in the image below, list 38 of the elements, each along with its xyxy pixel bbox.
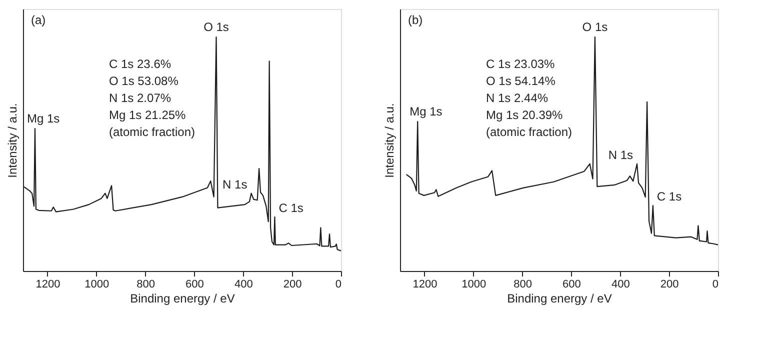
annotation: O 1s 54.14% <box>486 74 556 88</box>
annotation: O 1s <box>582 20 608 34</box>
y-axis-title: Intensity / a.u. <box>382 103 396 178</box>
annotation: Mg 1s <box>26 112 60 126</box>
x-axis-title: Binding energy / eV <box>130 292 235 306</box>
x-axis-title: Binding energy / eV <box>507 292 612 306</box>
x-tick-label: 600 <box>562 278 581 290</box>
x-tick-label: 1200 <box>36 278 60 290</box>
annotation: C 1s <box>656 190 682 204</box>
x-tick-label: 800 <box>514 278 532 290</box>
annotation: N 1s <box>222 177 248 192</box>
annotation: (atomic fraction) <box>486 125 572 139</box>
text: (a) <box>31 13 46 27</box>
y-axis-title: Intensity / a.u. <box>6 103 20 178</box>
x-tick-label: 200 <box>660 278 679 290</box>
x-tick-label: 0 <box>335 278 342 290</box>
annotation: Mg 1s 21.25% <box>109 108 186 122</box>
annotation: (atomic fraction) <box>109 125 196 139</box>
x-tick-label: 800 <box>136 278 155 290</box>
annotation: N 1s 2.44% <box>486 91 548 105</box>
x-tick-label: 400 <box>611 278 630 290</box>
annotation: Mg 1s 20.39% <box>486 108 564 122</box>
text: (b) <box>408 13 423 27</box>
x-tick-label: 1000 <box>84 278 110 290</box>
annotation: O 1s <box>204 20 229 34</box>
x-tick-label: 0 <box>712 278 718 290</box>
annotation: N 1s 2.07% <box>109 91 172 105</box>
x-tick-label: 600 <box>186 278 204 290</box>
x-tick-label: 1000 <box>462 278 486 290</box>
annotation: Mg 1s <box>410 104 442 119</box>
annotation: C 1s 23.03% <box>486 57 556 71</box>
annotation: O 1s 53.08% <box>109 74 179 88</box>
x-tick-label: 200 <box>283 278 302 290</box>
annotation: C 1s <box>278 200 304 215</box>
annotation: N 1s <box>608 148 634 162</box>
annotation: C 1s 23.6% <box>109 57 172 71</box>
x-tick-label: 400 <box>234 278 253 290</box>
x-tick-label: 1200 <box>412 278 438 290</box>
